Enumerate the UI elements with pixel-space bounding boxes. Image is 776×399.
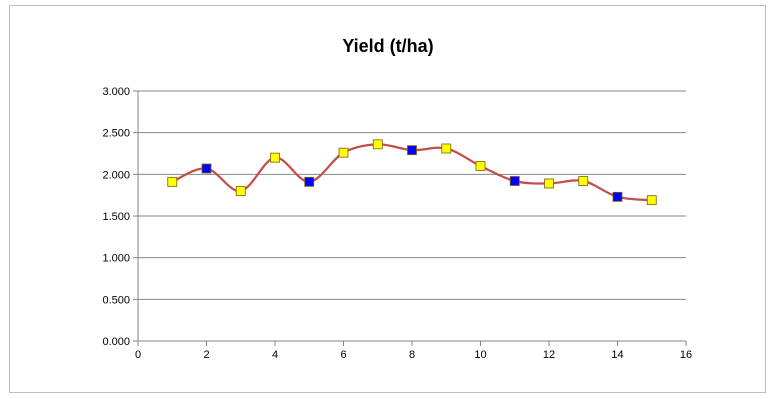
gridlines bbox=[137, 90, 686, 342]
data-point-3 bbox=[235, 186, 246, 196]
data-point-15 bbox=[646, 195, 657, 206]
data-point-9 bbox=[441, 143, 452, 154]
data-point-5 bbox=[304, 176, 315, 187]
markers-group bbox=[167, 139, 657, 206]
x-tick-label: 14 bbox=[611, 349, 623, 361]
x-axis-ticks: 0 2 4 6 8 10 12 14 16 bbox=[135, 341, 692, 361]
data-point-7 bbox=[372, 139, 383, 150]
y-tick-label: 0.000 bbox=[102, 336, 130, 348]
data-point-11 bbox=[509, 176, 520, 186]
y-tick-label: 2.500 bbox=[102, 128, 130, 140]
data-point-12 bbox=[544, 178, 554, 189]
data-point-1 bbox=[167, 176, 178, 187]
x-tick-label: 10 bbox=[474, 349, 486, 361]
data-point-6 bbox=[338, 147, 349, 158]
x-tick-label: 0 bbox=[135, 349, 141, 361]
data-point-8 bbox=[407, 145, 417, 156]
y-tick-label: 1.000 bbox=[102, 253, 130, 265]
chart-title: Yield (t/ha) bbox=[342, 36, 433, 56]
x-tick-label: 8 bbox=[409, 349, 415, 361]
x-tick-label: 16 bbox=[680, 349, 692, 361]
y-tick-label: 0.500 bbox=[102, 294, 130, 306]
data-point-14 bbox=[612, 191, 623, 202]
y-tick-label: 3.000 bbox=[102, 86, 130, 98]
y-tick-label: 1.500 bbox=[102, 211, 130, 223]
data-point-13 bbox=[578, 176, 589, 186]
data-point-4 bbox=[270, 152, 280, 163]
x-tick-label: 2 bbox=[203, 349, 209, 361]
data-point-2 bbox=[201, 163, 212, 174]
y-tick-label: 2.000 bbox=[102, 169, 130, 181]
data-point-10 bbox=[475, 161, 486, 171]
y-axis-ticks: 0.000 0.500 1.000 1.500 2.000 2.500 3.000 bbox=[102, 86, 138, 348]
x-tick-label: 12 bbox=[543, 349, 555, 361]
x-tick-label: 4 bbox=[272, 349, 278, 361]
x-tick-label: 6 bbox=[340, 349, 346, 361]
